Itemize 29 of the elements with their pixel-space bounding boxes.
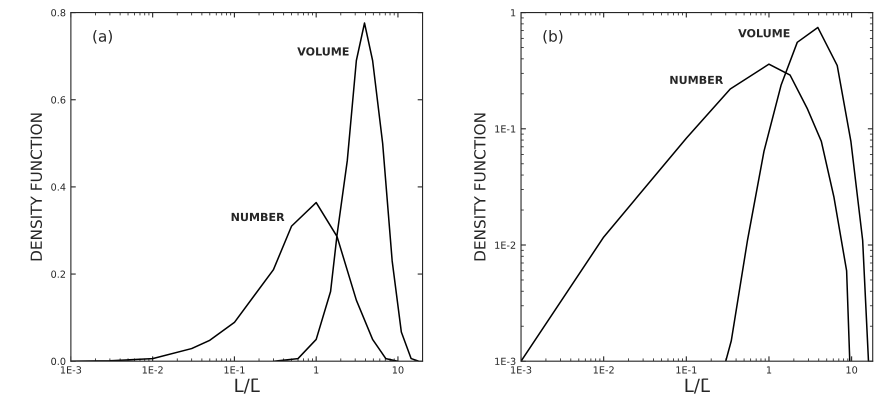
x-tick-label: 1 — [766, 366, 772, 374]
x-tick-label: 10 — [846, 366, 858, 374]
y-tick-label: 1E-1 — [495, 125, 516, 132]
y-axis-title: DENSITY FUNCTION — [30, 113, 42, 260]
y-tick-label: 0.8 — [51, 9, 66, 16]
annotation: (b) — [543, 30, 562, 44]
series-label: VOLUME — [738, 28, 790, 38]
y-tick-label: 1E-3 — [495, 358, 516, 366]
y-tick-label: 0.2 — [51, 270, 66, 278]
y-tick-label: 0.6 — [51, 96, 66, 104]
series-label: NUMBER — [670, 76, 724, 84]
series-label: NUMBER — [232, 212, 284, 222]
x-axis-title: L/L̄ — [235, 378, 260, 394]
x-axis-title: L/L̄ — [686, 378, 710, 394]
y-axis-title: DENSITY FUNCTION — [474, 113, 486, 260]
annotation: (a) — [93, 30, 112, 44]
y-tick-label: 0.4 — [51, 183, 66, 191]
y-tick-label: 0.0 — [51, 358, 66, 366]
x-tick-label: 1E-2 — [594, 366, 614, 374]
x-tick-label: 1 — [314, 366, 318, 374]
x-tick-label: 1E-2 — [142, 366, 163, 374]
y-tick-label: 1 — [511, 9, 516, 16]
x-tick-label: 1E-1 — [676, 366, 696, 374]
x-tick-label: 1E-3 — [60, 366, 82, 374]
x-tick-label: 1E-1 — [224, 366, 245, 374]
x-tick-label: 1E-3 — [511, 366, 532, 374]
x-tick-label: 10 — [392, 366, 404, 374]
y-tick-label: 1E-2 — [495, 241, 516, 249]
series-label: VOLUME — [297, 47, 349, 56]
